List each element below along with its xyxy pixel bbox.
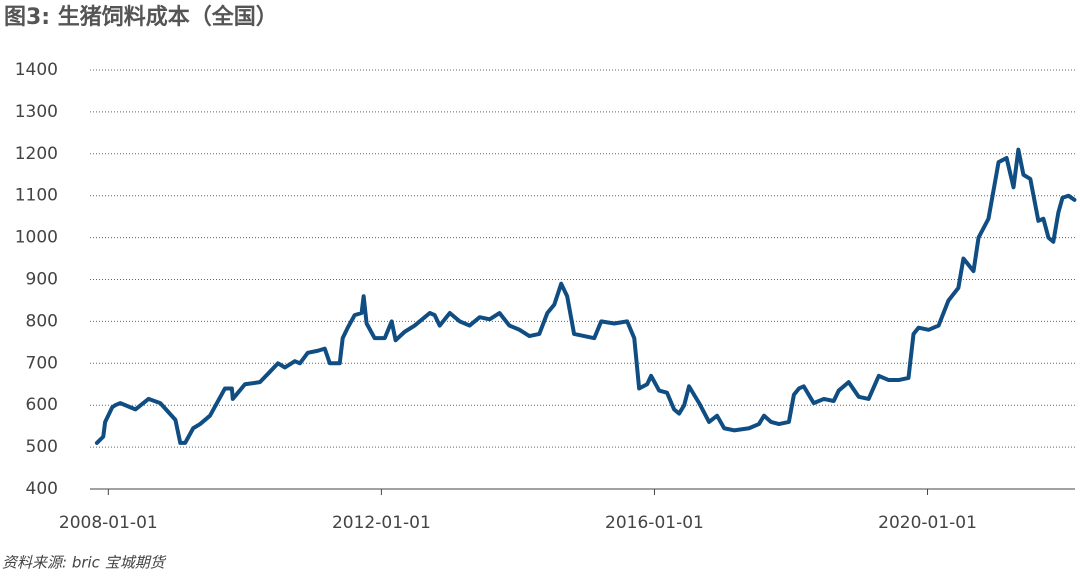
x-tick-label: 2008-01-01 [59, 513, 158, 533]
y-tick-label: 1400 [15, 60, 58, 80]
y-tick-label: 1000 [15, 228, 58, 248]
y-tick-label: 1100 [15, 186, 58, 206]
y-tick-label: 600 [26, 395, 58, 415]
y-tick-label: 1300 [15, 102, 58, 122]
x-tick-label: 2020-01-01 [878, 513, 977, 533]
chart-title: 图3: 生猪饲料成本（全国） [4, 4, 278, 30]
data-line [94, 147, 1077, 445]
x-tick-label: 2016-01-01 [605, 513, 704, 533]
y-tick-label: 800 [26, 311, 58, 331]
y-tick-label: 500 [26, 437, 58, 457]
y-tick-label: 900 [26, 270, 58, 290]
y-tick-label: 1200 [15, 144, 58, 164]
source-note: 资料来源: bric 宝城期货 [2, 554, 167, 572]
x-tick-label: 2012-01-01 [332, 513, 431, 533]
y-tick-label: 400 [26, 479, 58, 499]
y-tick-label: 700 [26, 353, 58, 373]
